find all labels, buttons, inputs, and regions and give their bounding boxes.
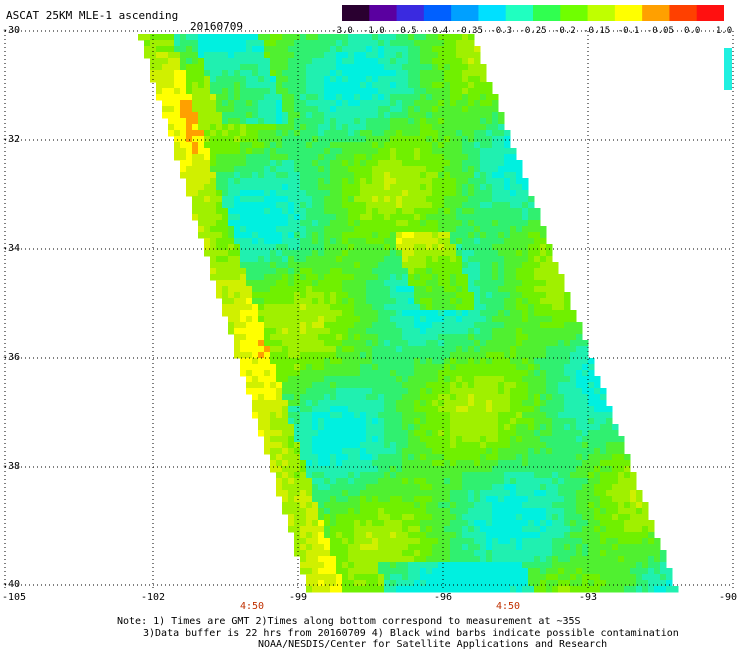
colorbar: [342, 5, 724, 21]
colorbar-tick-label: -0.05: [646, 26, 674, 36]
colorbar-swatch: [505, 5, 534, 21]
colorbar-swatch: [642, 5, 671, 21]
colorbar-swatch: [560, 5, 589, 21]
latitude-label: -30: [2, 25, 21, 36]
latitude-label: -36: [2, 352, 21, 363]
colorbar-tick-label: -0.15: [583, 26, 611, 36]
colorbar-swatch: [533, 5, 561, 21]
latitude-label: -32: [2, 134, 21, 145]
colorbar-swatch: [614, 5, 643, 21]
map-date: 20160709: [190, 20, 243, 33]
colorbar-tick-label: 0.0: [684, 26, 701, 36]
colorbar-tick-label: 1.0: [715, 26, 733, 36]
note-line-2: 3)Data buffer is 22 hrs from 20160709 4)…: [143, 628, 679, 639]
longitude-label: -93: [578, 592, 598, 603]
longitude-label: -99: [288, 592, 308, 603]
colorbar-swatch: [342, 5, 370, 21]
note-line-1: Note: 1) Times are GMT 2)Times along bot…: [117, 616, 581, 627]
latitude-label: -34: [2, 243, 21, 254]
latitude-label: -38: [2, 461, 21, 472]
time-label: 4:50: [495, 601, 521, 612]
colorbar-swatch: [696, 5, 724, 21]
map-title: ASCAT 25KM MLE-1 ascending: [6, 9, 179, 22]
latitude-label: -40: [2, 579, 21, 590]
note-line-3: NOAA/NESDIS/Center for Satellite Applica…: [258, 639, 608, 650]
longitude-label: -102: [140, 592, 166, 603]
colorbar-swatch: [451, 5, 480, 21]
swath-fragment: [724, 48, 732, 90]
longitude-label: -96: [433, 592, 453, 603]
colorbar-swatch: [423, 5, 452, 21]
colorbar-swatch: [478, 5, 507, 21]
graticule: [4, 30, 734, 590]
colorbar-swatch: [369, 5, 398, 21]
time-label: 4:50: [239, 601, 265, 612]
colorbar-swatch: [396, 5, 425, 21]
longitude-label: -105: [1, 592, 27, 603]
colorbar-swatch: [669, 5, 698, 21]
longitude-label: -90: [718, 592, 738, 603]
colorbar-tick-label: -0.1: [617, 26, 640, 36]
colorbar-swatch: [587, 5, 616, 21]
swath-cells: [138, 34, 679, 593]
colorbar-tick-label: -0.2: [553, 26, 576, 36]
